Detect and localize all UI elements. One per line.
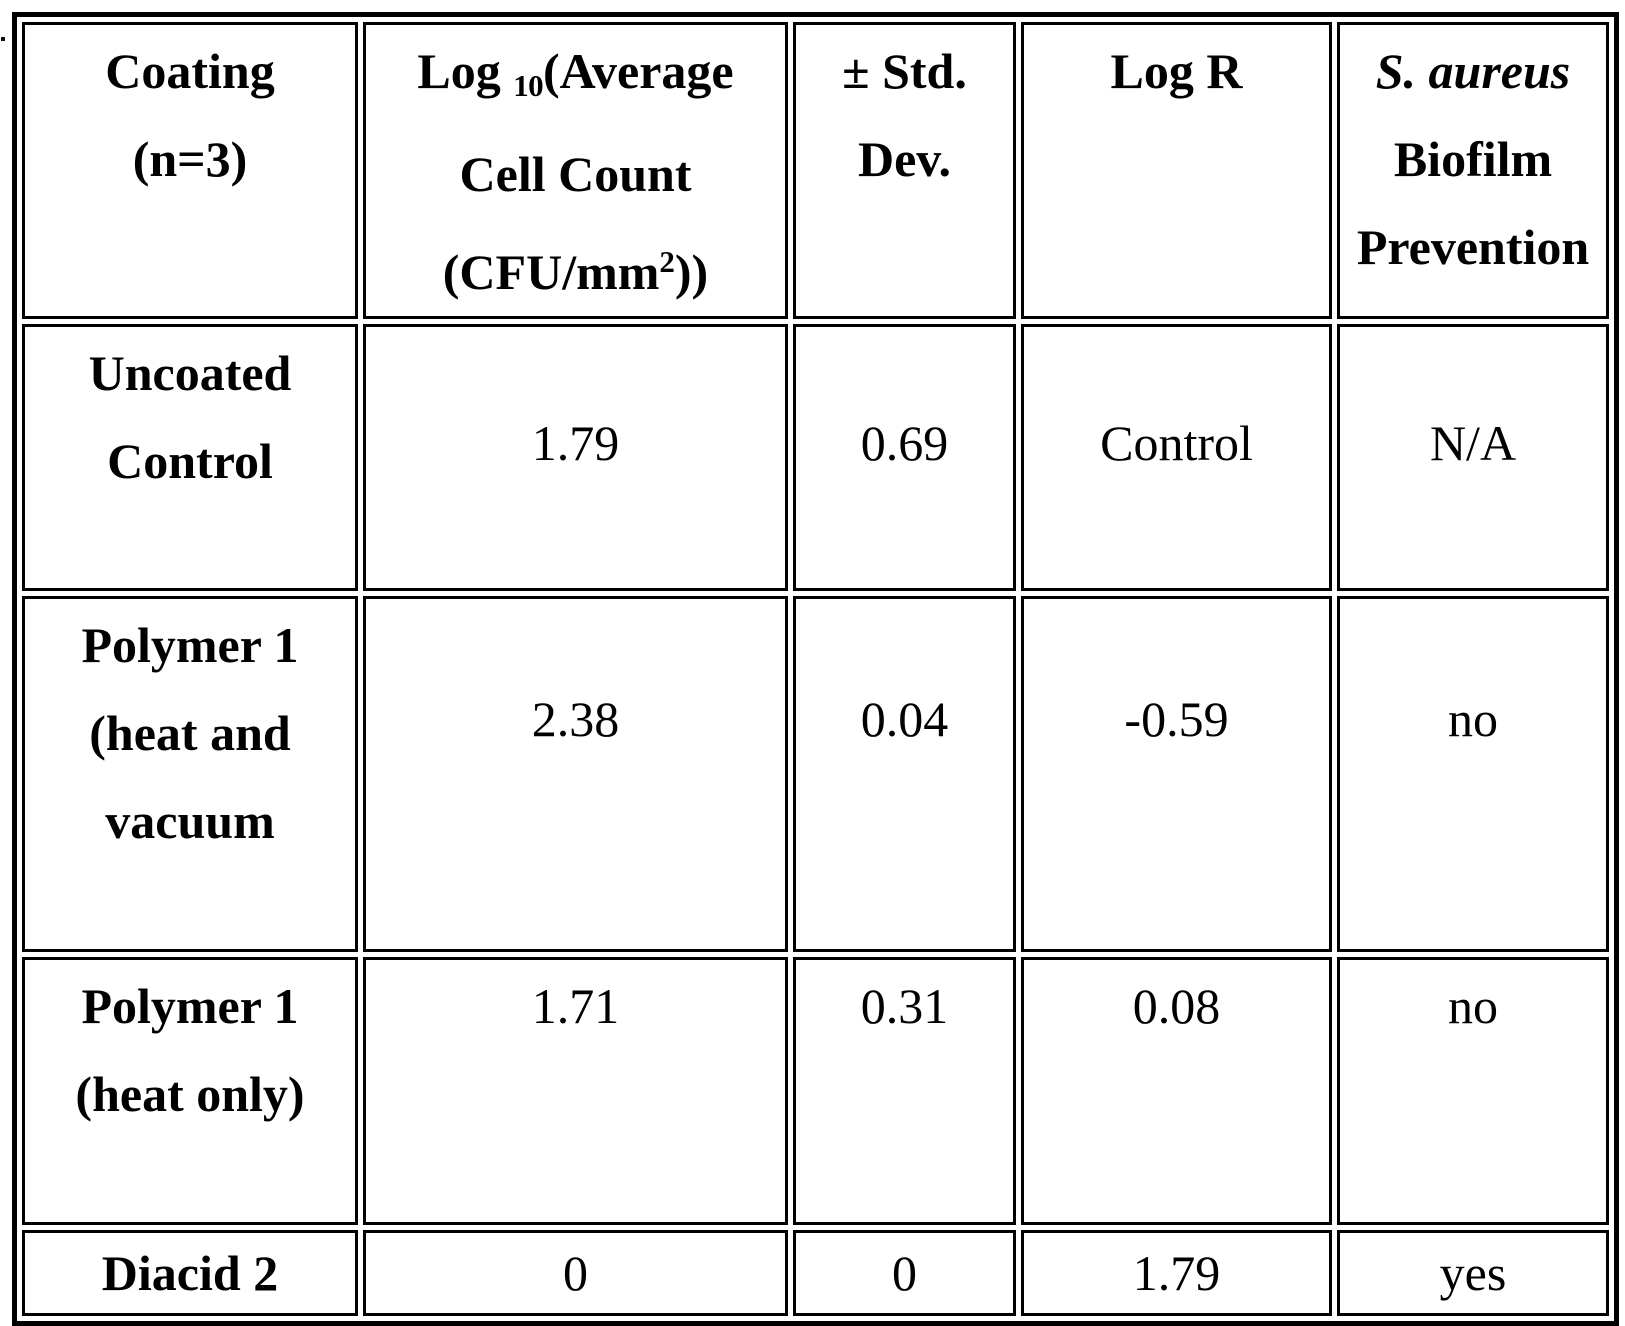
header-row: Coating (n=3) Log 10(Average Cell Count … — [22, 22, 1609, 319]
table-row-uncoated-control: Uncoated Control 1.79 0.69 Control N/A — [22, 323, 1609, 591]
cell-log-r-uncoated: Control — [1021, 323, 1332, 591]
header-log-avg-line1: Log 10(Average — [417, 43, 734, 103]
cell-coating-polymer1-heat-only: Polymer 1 (heat only) — [22, 956, 358, 1225]
header-prevention: Prevention — [1356, 219, 1590, 275]
header-log-r: Log R — [1021, 22, 1332, 319]
cell-coating-polymer1-heat-vacuum: Polymer 1 (heat and vacuum — [22, 595, 358, 952]
header-log-avg-cell-count: Log 10(Average Cell Count (CFU/mm2)) — [363, 22, 788, 319]
header-log-avg-line2: Cell Count — [459, 145, 692, 202]
subscript-10: 10 — [513, 67, 543, 103]
header-biofilm: Biofilm — [1393, 131, 1553, 187]
cell-log-r-diacid2: 1.79 — [1021, 1229, 1332, 1316]
header-log-r-line1: Log R — [1110, 43, 1243, 99]
cell-log-avg-uncoated: 1.79 — [363, 323, 788, 591]
cell-std-dev-diacid2: 0 — [793, 1229, 1016, 1316]
cell-log-avg-polymer1-ho: 1.71 — [363, 956, 788, 1225]
table-row-polymer1-heat-vacuum: Polymer 1 (heat and vacuum 2.38 0.04 -0.… — [22, 595, 1609, 952]
cell-prevention-polymer1-hv: no — [1337, 595, 1609, 952]
cell-log-r-polymer1-ho: 0.08 — [1021, 956, 1332, 1225]
cell-prevention-diacid2: yes — [1337, 1229, 1609, 1316]
cell-coating-diacid2: Diacid 2 — [22, 1229, 358, 1316]
header-std-dev: ± Std. Dev. — [793, 22, 1016, 319]
cell-log-r-polymer1-hv: -0.59 — [1021, 595, 1332, 952]
table-row-diacid2: Diacid 2 0 0 1.79 yes — [22, 1229, 1609, 1316]
header-s-aureus: S. aureus — [1375, 43, 1571, 99]
cell-std-dev-uncoated: 0.69 — [793, 323, 1016, 591]
cell-prevention-polymer1-ho: no — [1337, 956, 1609, 1225]
header-coating-line1: Coating — [105, 43, 275, 99]
biofilm-results-table: Coating (n=3) Log 10(Average Cell Count … — [12, 12, 1619, 1326]
header-biofilm-prevention: S. aureus Biofilm Prevention — [1337, 22, 1609, 319]
scan-noise — [0, 0, 2, 2]
header-log-avg-line3: (CFU/mm2)) — [442, 243, 709, 300]
header-coating-line2: (n=3) — [132, 131, 248, 187]
table-row-polymer1-heat-only: Polymer 1 (heat only) 1.71 0.31 0.08 no — [22, 956, 1609, 1225]
cell-coating-uncoated-control: Uncoated Control — [22, 323, 358, 591]
cell-std-dev-polymer1-ho: 0.31 — [793, 956, 1016, 1225]
cell-log-avg-polymer1-hv: 2.38 — [363, 595, 788, 952]
cell-std-dev-polymer1-hv: 0.04 — [793, 595, 1016, 952]
header-coating: Coating (n=3) — [22, 22, 358, 319]
superscript-2: 2 — [659, 243, 675, 279]
header-std-dev-line1: ± Std. — [842, 43, 967, 99]
cell-prevention-uncoated: N/A — [1337, 323, 1609, 591]
header-std-dev-line2: Dev. — [857, 131, 952, 187]
cell-log-avg-diacid2: 0 — [363, 1229, 788, 1316]
